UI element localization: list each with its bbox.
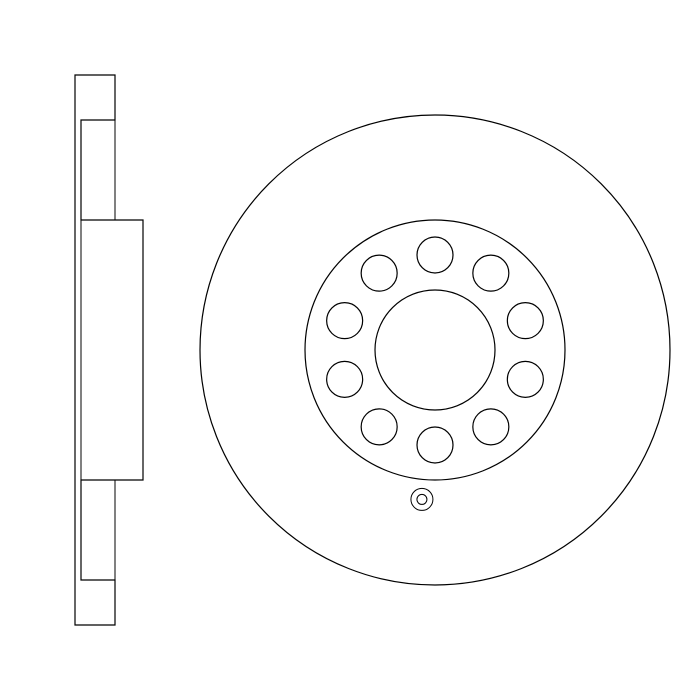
front-hub-circle — [375, 290, 495, 410]
front-outer-circle — [200, 115, 670, 585]
brake-disc-drawing — [0, 0, 700, 700]
bolt-hole — [417, 427, 453, 463]
locator-inner — [417, 494, 427, 504]
bolt-hole — [327, 361, 363, 397]
bolt-hole — [327, 303, 363, 339]
bolt-hole — [507, 361, 543, 397]
side-profile-outline — [75, 75, 143, 625]
bolt-hole — [361, 409, 397, 445]
locator-outer — [411, 488, 433, 510]
front-ring-circle — [305, 220, 565, 480]
bolt-hole — [361, 255, 397, 291]
bolt-hole — [473, 409, 509, 445]
bolt-hole — [507, 303, 543, 339]
bolt-hole — [473, 255, 509, 291]
bolt-hole — [417, 237, 453, 273]
